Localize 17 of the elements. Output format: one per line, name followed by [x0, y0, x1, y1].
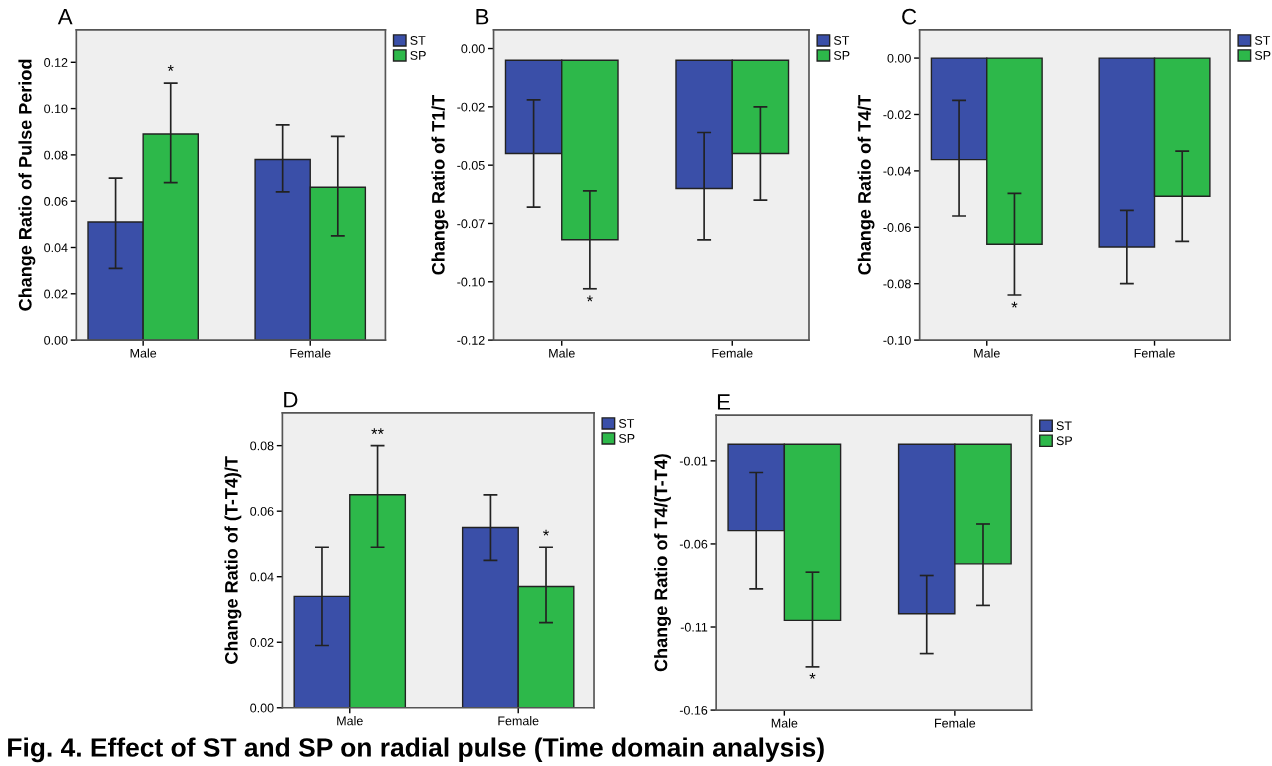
annotation: *: [1011, 301, 1018, 308]
y-axis-title: Change Ratio of T1/T: [431, 94, 449, 275]
y-axis-title: Change Ratio of Pulse Period: [18, 59, 36, 311]
y-axis-title: Change Ratio of T4/T: [857, 94, 875, 275]
chart-title: D: [284, 392, 298, 408]
chart-title: B: [476, 9, 489, 25]
chart-title: C: [902, 8, 917, 25]
chart-title: E: [717, 394, 730, 410]
annotation: *: [167, 65, 174, 71]
chart-title: A: [57, 9, 73, 25]
annotation: *: [809, 673, 816, 679]
y-axis-title: Change Ratio of (T-T4)/T: [224, 456, 242, 664]
caption: Fig. 4. Effect of ST and SP on radial pulse (Time domain analysis): [8, 737, 824, 763]
annotation: **: [371, 428, 384, 435]
annotation: *: [586, 295, 593, 302]
y-axis-title: Change Ratio of T4/(T-T4): [654, 454, 671, 672]
annotation: *: [543, 529, 549, 536]
